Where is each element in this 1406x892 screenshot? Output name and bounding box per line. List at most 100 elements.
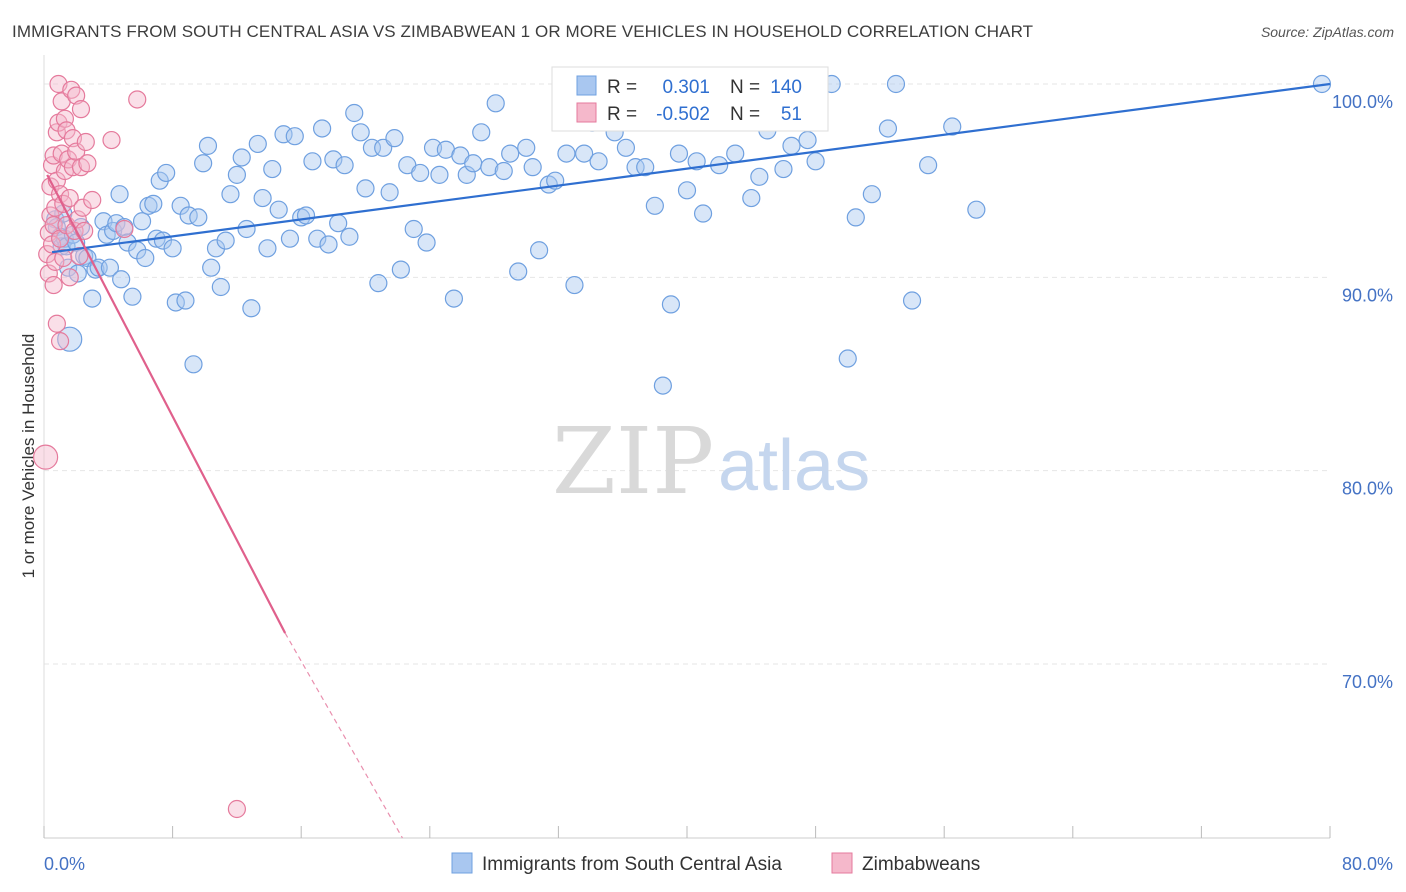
data-point	[329, 214, 348, 233]
stats-n-value-pink: 51	[781, 104, 802, 125]
data-point	[237, 219, 256, 239]
data-point	[33, 444, 59, 470]
data-point	[501, 144, 520, 163]
data-point	[486, 94, 505, 113]
stats-r-value-blue: 0.301	[662, 77, 710, 98]
data-point	[232, 148, 251, 167]
data-point	[78, 154, 97, 173]
data-point	[886, 74, 906, 94]
data-point	[742, 188, 761, 208]
data-point	[54, 248, 73, 268]
stats-legend-box	[551, 66, 829, 132]
stats-n-value-blue: 140	[770, 77, 802, 98]
data-point	[919, 156, 938, 175]
axes	[43, 55, 1331, 839]
watermark-atlas: atlas	[718, 426, 870, 506]
series-zimbabweans	[33, 74, 246, 819]
data-point	[324, 150, 343, 169]
legend-swatch-zimbabweans	[831, 852, 853, 874]
stats-r-label-pink: R =	[607, 104, 637, 125]
data-point	[83, 190, 102, 210]
data-point	[274, 125, 293, 144]
legend-swatch-south-central-asia	[451, 852, 473, 874]
data-point	[115, 219, 134, 239]
data-point	[616, 138, 636, 157]
data-point	[530, 241, 549, 260]
data-point	[216, 231, 235, 250]
data-point	[194, 154, 213, 173]
watermark: ZIP atlas	[552, 408, 870, 515]
x-tick-label: 0.0%	[44, 854, 85, 874]
data-point	[693, 204, 713, 223]
y-tick-labels: 100.0% 90.0% 80.0% 70.0%	[1332, 92, 1393, 692]
data-point	[60, 268, 79, 287]
data-point	[163, 239, 182, 258]
data-point	[227, 165, 246, 184]
chart-source: Source: ZipAtlas.com	[1260, 24, 1394, 40]
data-point	[242, 299, 261, 318]
trend-lines	[46, 82, 1331, 839]
data-point	[774, 159, 793, 179]
trend-line-zimbabweans	[46, 174, 287, 634]
data-point	[557, 144, 576, 163]
data-point	[312, 119, 332, 138]
data-point	[575, 144, 594, 163]
data-point	[385, 129, 404, 148]
data-point	[258, 239, 277, 258]
data-point	[404, 219, 423, 239]
data-point	[296, 206, 316, 225]
data-point	[943, 117, 962, 136]
data-point	[457, 165, 476, 184]
data-point	[50, 332, 70, 351]
y-tick-label: 90.0%	[1342, 285, 1393, 305]
legend-label-south-central-asia: Immigrants from South Central Asia	[482, 854, 782, 875]
data-point	[411, 163, 430, 183]
data-point	[44, 275, 63, 295]
data-point	[967, 200, 986, 219]
data-point	[464, 154, 483, 173]
data-point	[806, 152, 825, 171]
watermark-zip: ZIP	[552, 408, 714, 515]
data-point	[565, 275, 584, 295]
data-point	[862, 185, 881, 204]
trend-line-south-central-asia	[51, 82, 1331, 254]
data-point	[55, 109, 74, 128]
data-point	[157, 163, 176, 183]
data-point	[661, 295, 681, 314]
data-point	[345, 103, 364, 123]
data-point	[62, 80, 81, 99]
data-point	[308, 229, 327, 248]
data-point	[335, 156, 354, 175]
data-point	[380, 183, 399, 202]
data-point	[39, 264, 58, 283]
data-point	[102, 130, 121, 150]
data-point	[351, 123, 370, 142]
data-point	[878, 119, 898, 138]
data-point	[269, 200, 288, 219]
stats-n-label-pink: N =	[730, 104, 760, 125]
data-point	[430, 165, 449, 184]
data-point	[494, 161, 513, 181]
data-point	[184, 355, 203, 374]
data-point	[523, 158, 542, 177]
data-point	[340, 227, 359, 246]
y-tick-label: 100.0%	[1332, 92, 1393, 112]
stats-legend-swatch-blue	[576, 75, 597, 96]
data-point	[589, 152, 608, 171]
data-point	[73, 198, 92, 217]
data-point	[369, 274, 388, 293]
data-point	[206, 239, 226, 258]
data-point	[144, 194, 163, 213]
data-point	[227, 799, 246, 819]
data-point	[782, 136, 801, 155]
data-point	[132, 212, 152, 231]
data-point	[636, 158, 655, 177]
data-point	[263, 159, 282, 179]
data-point	[303, 152, 322, 171]
x-tick-label: 80.0%	[1342, 854, 1393, 874]
data-point	[67, 86, 86, 105]
data-point	[669, 144, 689, 163]
stats-r-label-blue: R =	[607, 77, 637, 98]
data-point	[798, 130, 817, 150]
